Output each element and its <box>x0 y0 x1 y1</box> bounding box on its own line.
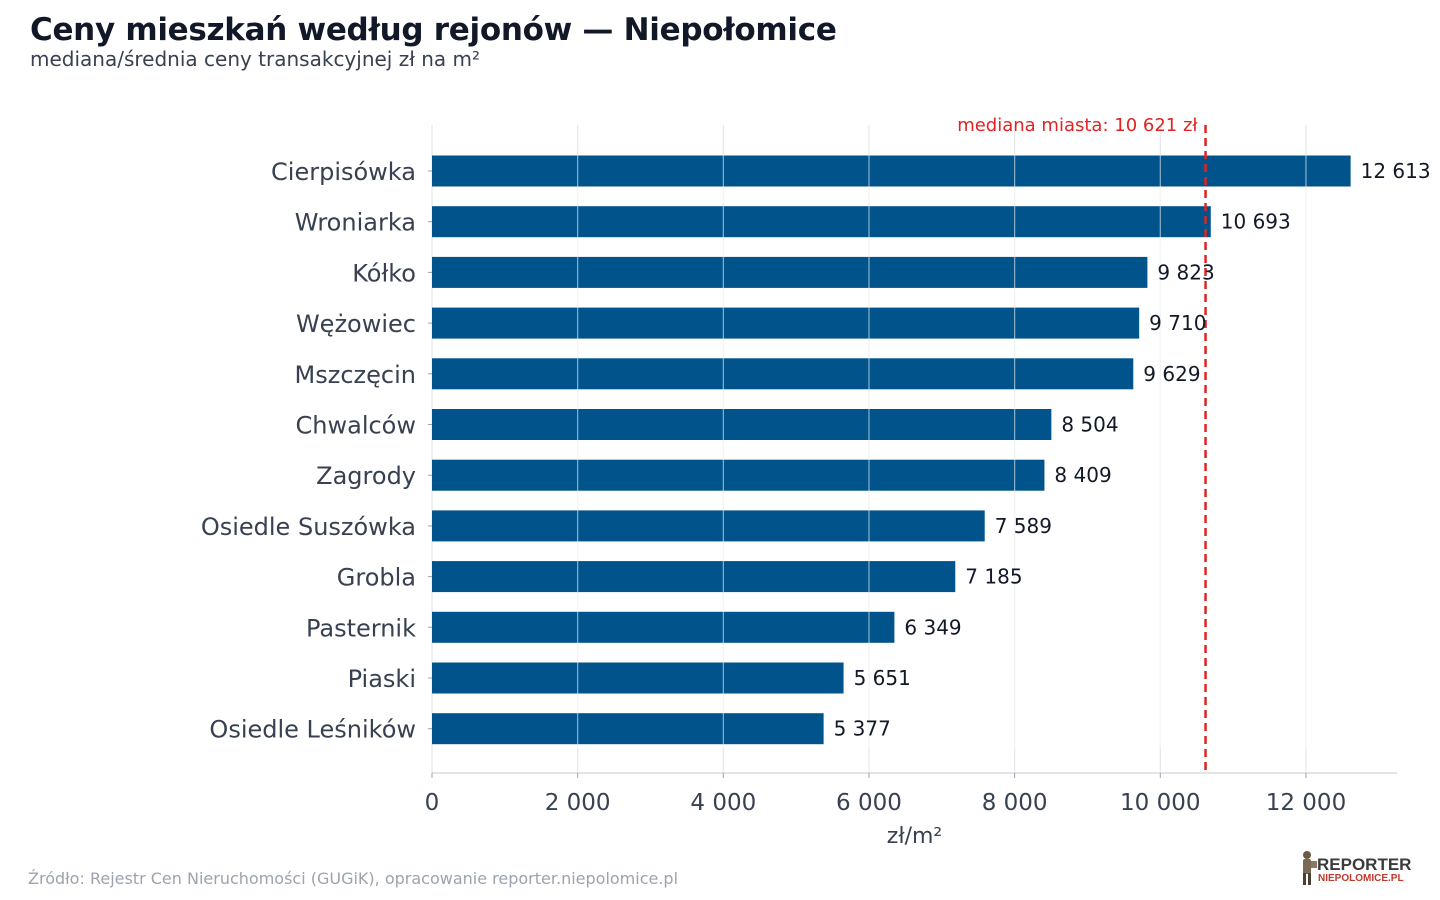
value-label: 9 823 <box>1157 260 1214 284</box>
reporter-figure-icon <box>1303 851 1317 885</box>
bar <box>432 510 985 542</box>
category-label: Osiedle Leśników <box>209 716 416 744</box>
value-label: 12 613 <box>1361 159 1431 183</box>
bar <box>432 662 844 694</box>
bar <box>432 409 1052 440</box>
value-label: 7 185 <box>965 565 1022 589</box>
category-label: Kółko <box>352 259 416 287</box>
value-label: 5 377 <box>834 717 891 741</box>
labels: Cierpisówka 12 613 Wroniarka 10 693 Kółko 9 8… <box>201 158 1431 744</box>
category-label: Pasternik <box>306 614 416 642</box>
median-label: mediana miasta: 10 621 zł <box>957 115 1198 136</box>
bars <box>432 155 1351 748</box>
x-tick-label: 8 000 <box>982 790 1048 816</box>
value-label: 10 693 <box>1221 210 1291 234</box>
x-tick-label: 4 000 <box>690 790 756 816</box>
x-axis-title: zł/m² <box>887 824 942 849</box>
value-label: 5 651 <box>854 666 911 690</box>
chart-title: Ceny mieszkań według rejonów — Niepołomi… <box>30 12 837 48</box>
bar <box>432 561 956 593</box>
category-label: Wężowiec <box>296 310 416 338</box>
bar <box>432 713 824 745</box>
x-tick-label: 6 000 <box>836 790 902 816</box>
x-tick-label: 0 <box>425 790 440 816</box>
source-note: Źródło: Rejestr Cen Nieruchomości (GUGiK… <box>28 869 679 888</box>
chart-subtitle: mediana/średnia ceny transakcyjnej zł na… <box>30 47 481 71</box>
x-axis: 0 2 000 4 000 6 000 8 000 10 000 12 000 zł/m² <box>425 772 1397 849</box>
value-label: 7 589 <box>995 514 1052 538</box>
value-label: 9 629 <box>1143 362 1200 386</box>
bar <box>432 611 895 643</box>
bar <box>432 459 1045 491</box>
x-tick-label: 10 000 <box>1120 790 1200 816</box>
bar <box>432 155 1351 187</box>
value-label: 6 349 <box>904 615 961 639</box>
bar <box>432 307 1140 339</box>
bar <box>432 206 1211 238</box>
category-label: Chwalców <box>296 412 416 440</box>
bar <box>432 358 1134 390</box>
logo-text-bottom: NIEPOLOMICE.PL <box>1318 873 1404 884</box>
category-label: Piaski <box>348 665 416 693</box>
reporter-logo: REPORTER NIEPOLOMICE.PL <box>1303 851 1411 885</box>
value-label: 9 710 <box>1149 311 1206 335</box>
value-label: 8 409 <box>1054 463 1111 487</box>
category-label: Mszczęcin <box>295 361 416 389</box>
category-label: Osiedle Suszówka <box>201 513 416 541</box>
category-label: Zagrody <box>316 462 416 490</box>
x-tick-label: 12 000 <box>1266 790 1346 816</box>
logo-text-top: REPORTER <box>1317 855 1411 874</box>
value-label: 8 504 <box>1061 413 1118 437</box>
category-label: Grobla <box>337 564 416 592</box>
x-tick-label: 2 000 <box>545 790 611 816</box>
category-label: Cierpisówka <box>271 158 416 186</box>
bar <box>432 256 1148 288</box>
category-label: Wroniarka <box>295 209 416 237</box>
median-reference: mediana miasta: 10 621 zł <box>957 115 1207 773</box>
